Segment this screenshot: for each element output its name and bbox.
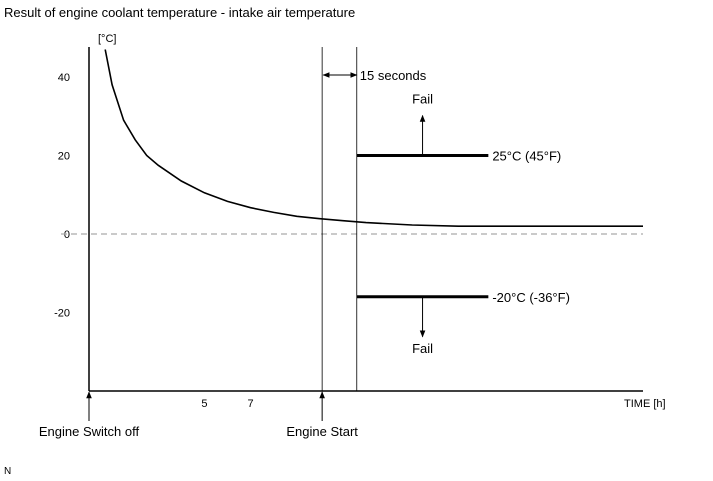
lower-fail-label: Fail xyxy=(412,341,433,356)
y-tick-labels: 40 20 0 -20 xyxy=(54,72,70,320)
x-tick-label: 7 xyxy=(248,398,254,410)
engine-start-label: Engine Start xyxy=(286,424,358,439)
y-axis-label: [°C] xyxy=(98,33,116,45)
upper-threshold-label: 25°C (45°F) xyxy=(492,149,561,164)
chart-title: Result of engine coolant temperature - i… xyxy=(4,5,355,20)
temperature-difference-line xyxy=(104,49,643,227)
x-axis-label: TIME [h] xyxy=(624,398,666,410)
y-tick-label: 0 xyxy=(64,229,70,241)
y-tick-label: 20 xyxy=(58,151,70,163)
y-tick-label: -20 xyxy=(54,308,70,320)
engine-switch-off-label: Engine Switch off xyxy=(39,424,140,439)
footer-mark: N xyxy=(4,466,11,477)
y-tick-label: 40 xyxy=(58,72,70,84)
x-tick-label: 5 xyxy=(201,398,207,410)
interval-label: 15 seconds xyxy=(360,68,427,83)
upper-fail-label: Fail xyxy=(412,92,433,107)
lower-threshold-label: -20°C (-36°F) xyxy=(492,290,570,305)
